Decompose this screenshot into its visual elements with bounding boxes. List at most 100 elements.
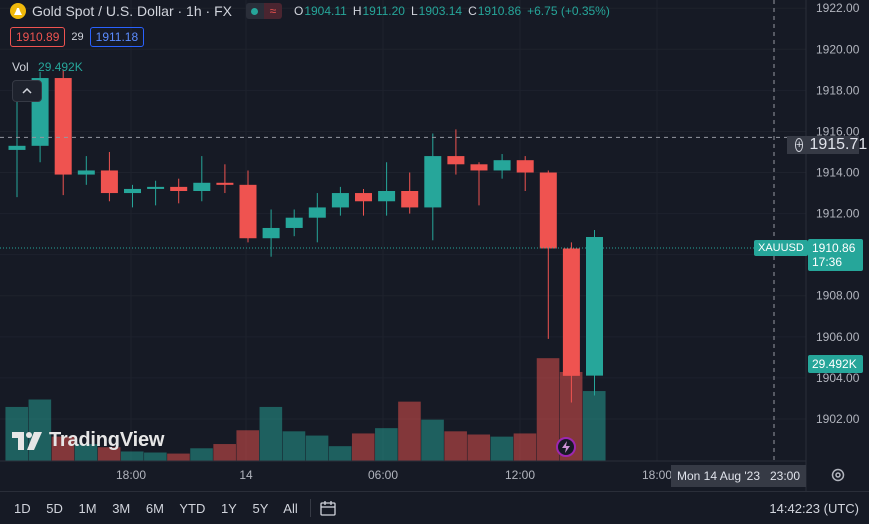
time-tick-label: 12:00	[505, 468, 535, 482]
price-tick-label: 1904.00	[816, 371, 860, 385]
candle-body	[216, 182, 234, 185]
time-tick-label: 18:00	[642, 468, 672, 482]
price-tick-label: 1918.00	[816, 83, 860, 97]
range-5d[interactable]: 5D	[46, 500, 63, 516]
ohlc-values: O 1904.11 H 1911.20 L 1903.14 C 1910.86 +6.7…	[294, 4, 616, 18]
volume-bar	[236, 430, 260, 461]
volume-bar	[375, 428, 398, 461]
volume-bar	[144, 452, 167, 461]
candle-body	[193, 182, 211, 191]
toolbar-divider	[309, 499, 311, 517]
ohlc-change: +6.75 (+0.35%)	[527, 4, 610, 18]
buy-button[interactable]: 1911.18	[89, 27, 145, 47]
crosshair-date: Mon 14 Aug '23	[677, 469, 761, 483]
volume-bar	[51, 436, 75, 461]
crosshair-lines	[0, 0, 806, 461]
spread-value: 29	[71, 31, 84, 43]
volume-bar	[167, 453, 190, 461]
volume-bar	[282, 431, 306, 461]
sell-button[interactable]: 1910.89	[10, 27, 66, 47]
date-range-selector: 1D 5D 1M 3M 6M YTD 1Y 5Y All	[14, 501, 310, 516]
candle-body	[424, 156, 442, 208]
volume-label: Vol	[12, 60, 29, 74]
calendar-icon	[320, 501, 336, 516]
last-price-value: 1910.86	[812, 241, 856, 255]
candle-body	[100, 170, 118, 194]
volume-value: 29.492K	[38, 60, 83, 74]
candle-body	[124, 188, 141, 194]
candle-body	[331, 193, 349, 208]
volume-bar	[421, 419, 444, 461]
ohlc-value: 1903.14	[418, 4, 463, 18]
candle-body	[562, 248, 580, 376]
price-tick-label: 1906.00	[816, 330, 860, 344]
volume-bar	[444, 431, 467, 461]
range-5y[interactable]: 5Y	[252, 500, 269, 516]
market-open-icon	[251, 7, 259, 15]
volume-bar	[305, 435, 329, 461]
price-tick-label: 1908.00	[816, 289, 860, 303]
crosshair-price: 1915.71	[809, 136, 868, 153]
range-all[interactable]: All	[283, 500, 298, 516]
ohlc-key: H	[352, 4, 362, 18]
candle-body	[239, 184, 257, 239]
price-tick-label: 1902.00	[816, 412, 860, 426]
ohlc-key: C	[468, 4, 477, 18]
price-tick-label: 1922.00	[816, 1, 860, 15]
tradingview-watermark[interactable]: TradingView	[12, 429, 164, 452]
volume-bar	[120, 451, 144, 461]
plus-icon[interactable]: +	[795, 138, 804, 152]
gear-icon[interactable]	[829, 466, 847, 484]
candle-body	[8, 145, 26, 150]
volume-bar	[582, 391, 606, 461]
range-1d[interactable]: 1D	[14, 500, 31, 516]
chart-grid	[0, 0, 806, 461]
symbol-price-label: XAUUSD	[754, 240, 808, 256]
time-tick-label: 06:00	[368, 468, 398, 482]
chart-header: Gold Spot / U.S. Dollar · 1h · FX ≈ O 190…	[10, 2, 616, 20]
bottom-toolbar: 1D 5D 1M 3M 6M YTD 1Y 5Y All 14:42:23 (U…	[0, 491, 869, 524]
bar-countdown: 17:36	[812, 255, 843, 269]
price-tick-label: 1920.00	[816, 42, 860, 56]
candle-body	[262, 227, 280, 239]
tradingview-logo-icon	[12, 431, 42, 450]
range-1y[interactable]: 1Y	[220, 500, 237, 516]
volume-bar	[328, 446, 352, 461]
ohlc-key: O	[293, 4, 304, 18]
time-axis: 18:00 14 06:00 12:00 18:00	[116, 468, 672, 482]
candle-body	[147, 186, 165, 189]
collapse-legend-button[interactable]	[12, 80, 42, 102]
candle-body	[493, 160, 511, 171]
ohlc-value: 1904.11	[304, 4, 347, 18]
last-price-label: 1910.86 17:36	[808, 239, 863, 271]
candle-body	[54, 78, 72, 175]
range-ytd[interactable]: YTD	[179, 500, 206, 516]
price-tick-label: 1914.00	[816, 166, 860, 180]
candlesticks	[8, 69, 603, 403]
crosshair-time-label: Mon 14 Aug '23 23:00	[671, 465, 806, 487]
event-marker[interactable]	[556, 437, 576, 457]
price-tick-label: 1912.00	[816, 207, 860, 221]
symbol-title[interactable]: Gold Spot / U.S. Dollar · 1h · FX	[32, 3, 232, 19]
crosshair-hour: 23:00	[769, 469, 800, 483]
market-status[interactable]: ≈	[245, 3, 282, 19]
calendar-range-button[interactable]	[317, 497, 339, 519]
range-1m[interactable]: 1M	[78, 500, 97, 516]
candle-body	[470, 164, 488, 171]
quote-panel: 1910.89 29 1911.18	[10, 27, 145, 47]
candle-body	[285, 217, 303, 228]
utc-clock[interactable]: 14:42:23 (UTC)	[769, 500, 859, 516]
lightning-icon	[562, 441, 570, 453]
volume-legend: Vol 29.492K	[12, 60, 83, 74]
range-3m[interactable]: 3M	[112, 500, 131, 516]
volume-bar	[513, 433, 537, 461]
volume-bar	[351, 433, 375, 461]
candle-body	[378, 190, 396, 202]
candle-body	[447, 156, 465, 165]
ohlc-key: L	[410, 4, 418, 18]
candle-body	[401, 190, 419, 208]
range-6m[interactable]: 6M	[145, 500, 164, 516]
gold-coin-icon	[10, 3, 26, 19]
time-tick-label: 18:00	[116, 468, 146, 482]
ohlc-value: 1910.86	[477, 4, 522, 18]
